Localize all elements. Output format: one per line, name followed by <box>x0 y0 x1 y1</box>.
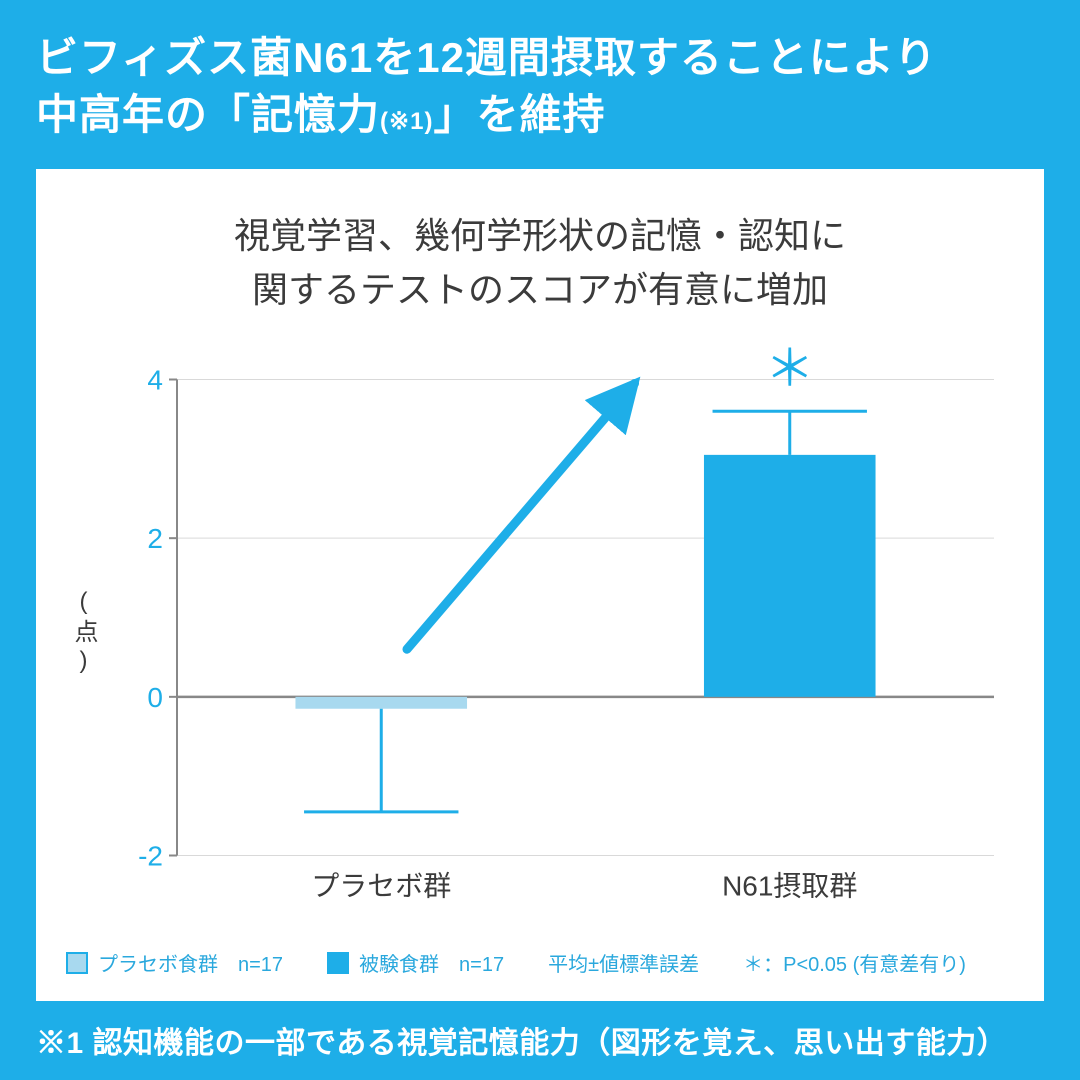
headline: ビフィズス菌N61を12週間摂取することにより 中高年の「記憶力(※1)」を維持 <box>36 30 1044 143</box>
y-axis-label: (点) <box>66 588 101 678</box>
legend-sig-text: ＊：P<0.05 (有意差有り) <box>743 948 966 977</box>
svg-text:0: 0 <box>147 682 163 713</box>
chart-title-line1: 視覚学習、幾何学形状の記憶・認知に <box>234 215 846 256</box>
headline-line2b: 」を維持 <box>433 91 605 138</box>
chart-title: 視覚学習、幾何学形状の記憶・認知に 関するテストのスコアが有意に増加 <box>66 209 1014 317</box>
chart-wrap: (点) -2 0 2 4 プラセボ群 N61摂取群 ＊ <box>66 347 1014 918</box>
chart-panel: 視覚学習、幾何学形状の記憶・認知に 関するテストのスコアが有意に増加 (点) -… <box>36 169 1044 1001</box>
legend-swatch-test <box>327 952 349 974</box>
svg-text:4: 4 <box>147 365 163 396</box>
svg-text:プラセボ群: プラセボ群 <box>311 871 451 902</box>
headline-line2a: 中高年の「記憶力 <box>36 91 380 138</box>
headline-note-mark: (※1) <box>380 108 433 135</box>
legend-row: プラセボ食群 n=17 被験食群 n=17 平均±値標準誤差 ＊：P<0.05 … <box>66 948 1014 977</box>
footnote: ※1 認知機能の一部である視覚記憶能力（図形を覚え、思い出す能力） <box>36 1023 1044 1065</box>
legend-label-placebo: プラセボ食群 n=17 <box>98 948 283 977</box>
svg-text:N61摂取群: N61摂取群 <box>722 871 857 902</box>
bar-chart: -2 0 2 4 プラセボ群 N61摂取群 ＊ <box>107 347 1014 918</box>
svg-text:-2: -2 <box>138 841 163 872</box>
plot-area: -2 0 2 4 プラセボ群 N61摂取群 ＊ <box>107 347 1014 918</box>
chart-title-line2: 関するテストのスコアが有意に増加 <box>252 269 828 310</box>
legend-item-test: 被験食群 n=17 <box>327 948 504 977</box>
svg-text:2: 2 <box>147 524 163 555</box>
legend-swatch-placebo <box>66 952 88 974</box>
legend-item-placebo: プラセボ食群 n=17 <box>66 948 283 977</box>
legend-label-test: 被験食群 n=17 <box>359 948 504 977</box>
headline-line1: ビフィズス菌N61を12週間摂取することにより <box>36 34 937 81</box>
legend-stat-text: 平均±値標準誤差 <box>548 948 699 977</box>
page-root: ビフィズス菌N61を12週間摂取することにより 中高年の「記憶力(※1)」を維持… <box>0 0 1080 1080</box>
svg-text:＊: ＊ <box>765 347 815 397</box>
